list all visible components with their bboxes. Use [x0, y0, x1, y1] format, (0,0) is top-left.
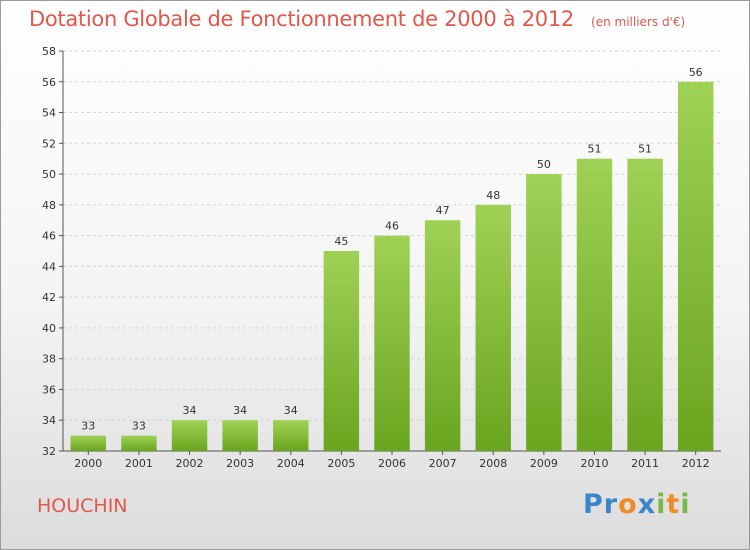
y-tick-label: 36 [42, 383, 56, 396]
x-tick-label: 2010 [580, 457, 608, 470]
logo-letter: i [680, 489, 691, 520]
data-label: 34 [183, 404, 197, 417]
x-tick-label: 2004 [277, 457, 305, 470]
title-row: Dotation Globale de Fonctionnement de 20… [29, 7, 685, 31]
proxiti-logo[interactable]: Proxiti [583, 489, 691, 520]
y-tick-label: 32 [42, 445, 56, 458]
x-tick-label: 2009 [530, 457, 558, 470]
logo-letter: i [656, 489, 667, 520]
data-label: 45 [334, 235, 348, 248]
bar [273, 420, 309, 451]
data-label: 51 [587, 143, 601, 156]
data-label: 33 [132, 420, 146, 433]
bar [374, 235, 410, 451]
bar [627, 158, 663, 451]
y-tick-label: 46 [42, 230, 56, 243]
data-label: 47 [436, 204, 450, 217]
y-tick-label: 42 [42, 291, 56, 304]
data-label: 46 [385, 220, 399, 233]
y-tick-label: 52 [42, 137, 56, 150]
y-tick-label: 38 [42, 353, 56, 366]
bar [526, 174, 562, 452]
bar [576, 158, 613, 451]
x-tick-label: 2012 [682, 457, 710, 470]
y-tick-label: 40 [42, 322, 56, 335]
x-tick-label: 2003 [226, 457, 254, 470]
bar [70, 435, 107, 451]
x-tick-label: 2008 [479, 457, 507, 470]
bar [424, 220, 461, 451]
y-tick-label: 58 [42, 45, 56, 58]
y-tick-label: 56 [42, 76, 56, 89]
logo-letter: t [666, 489, 681, 520]
x-tick-label: 2002 [176, 457, 204, 470]
x-tick-label: 2006 [378, 457, 406, 470]
chart-title: Dotation Globale de Fonctionnement de 20… [29, 7, 574, 31]
data-label: 48 [486, 189, 500, 202]
logo-letter: r [603, 489, 619, 520]
data-label: 56 [689, 66, 703, 79]
x-tick-label: 2011 [631, 457, 659, 470]
chart-subtitle: (en milliers d'€) [591, 15, 686, 29]
y-tick-label: 50 [42, 168, 56, 181]
commune-name: HOUCHIN [37, 495, 128, 517]
data-label: 50 [537, 158, 551, 171]
y-tick-label: 44 [42, 260, 56, 273]
data-label: 34 [284, 404, 298, 417]
x-tick-label: 2007 [429, 457, 457, 470]
bar [475, 204, 511, 451]
logo-letter: o [618, 489, 638, 520]
x-tick-label: 2001 [125, 457, 153, 470]
x-tick-label: 2005 [327, 457, 355, 470]
bar [121, 435, 157, 451]
data-label: 34 [233, 404, 247, 417]
y-tick-label: 34 [42, 414, 56, 427]
bar [677, 81, 714, 452]
data-label: 33 [81, 420, 95, 433]
bar [171, 420, 208, 451]
x-tick-label: 2000 [74, 457, 102, 470]
logo-letter: P [583, 489, 604, 520]
bar [323, 251, 360, 451]
logo-letter: x [637, 489, 657, 520]
y-tick-label: 48 [42, 199, 56, 212]
y-tick-label: 54 [42, 107, 56, 120]
bar [222, 420, 258, 451]
data-label: 51 [638, 143, 652, 156]
